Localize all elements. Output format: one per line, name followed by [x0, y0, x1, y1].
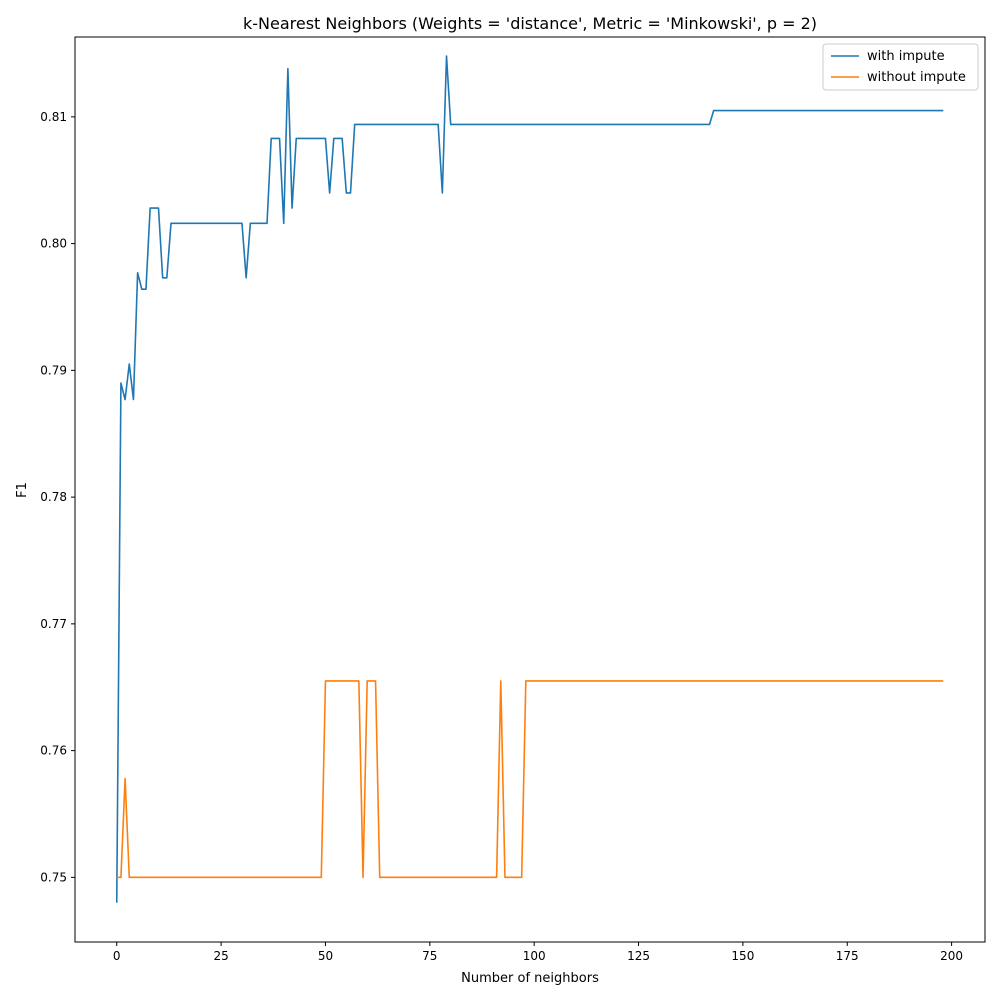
x-tick-label: 75: [422, 949, 437, 963]
x-tick-label: 25: [213, 949, 228, 963]
series-line-without-impute: [116, 680, 944, 879]
x-tick-label: 0: [113, 949, 121, 963]
x-axis-label: Number of neighbors: [461, 971, 599, 986]
y-tick-label: 0.78: [40, 490, 67, 504]
legend: with impute without impute: [822, 43, 979, 91]
x-tick-label: 100: [523, 949, 546, 963]
chart-title: k-Nearest Neighbors (Weights = 'distance…: [243, 14, 817, 33]
x-tick-label: 175: [836, 949, 859, 963]
legend-box: [822, 43, 979, 91]
x-tick-label: 200: [940, 949, 963, 963]
y-axis-label: F1: [15, 482, 30, 498]
y-axis: 0.75 0.76 0.77 0.78 0.79 0.80 0.81: [40, 110, 75, 884]
legend-label: with impute: [867, 49, 945, 64]
y-tick-label: 0.81: [40, 110, 67, 124]
series-line-with-impute: [115, 55, 944, 903]
plot-lines: [115, 55, 944, 903]
y-tick-label: 0.75: [40, 870, 67, 884]
y-tick-label: 0.76: [40, 744, 67, 758]
x-axis: 0 25 50 75 100 125 150 175 200: [113, 942, 963, 963]
legend-label: without impute: [867, 70, 966, 85]
y-tick-label: 0.79: [40, 363, 67, 377]
x-tick-label: 150: [731, 949, 754, 963]
y-tick-label: 0.77: [40, 617, 67, 631]
x-tick-label: 125: [627, 949, 650, 963]
x-tick-label: 50: [318, 949, 333, 963]
plot-frame: [74, 36, 986, 943]
y-tick-label: 0.80: [40, 237, 67, 251]
